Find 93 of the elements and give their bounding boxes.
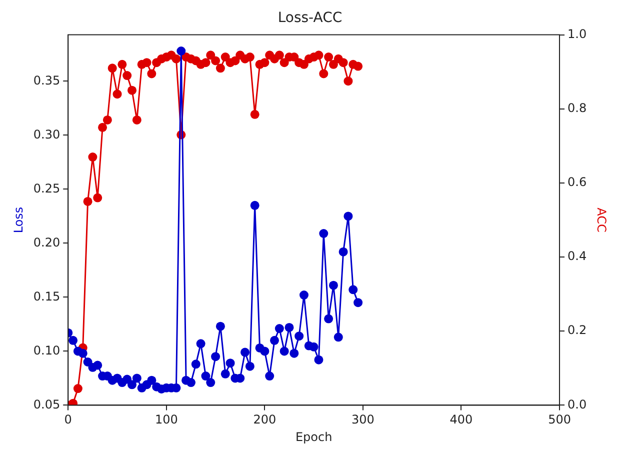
point — [245, 52, 254, 62]
point — [132, 374, 142, 383]
y2-tick-label: 0.2 — [568, 323, 587, 338]
point — [211, 56, 220, 66]
point — [118, 60, 127, 69]
point — [334, 332, 343, 342]
point — [344, 76, 353, 86]
point — [78, 348, 88, 358]
y2-tick-label: 0.6 — [568, 175, 587, 190]
point — [102, 115, 112, 124]
point — [324, 52, 334, 62]
x-tick-label: 400 — [450, 412, 473, 427]
point — [319, 69, 328, 78]
point — [201, 372, 210, 381]
point — [132, 115, 142, 124]
point — [147, 376, 156, 385]
point — [73, 384, 82, 394]
point — [93, 193, 102, 202]
point — [191, 360, 200, 369]
point — [299, 290, 308, 300]
y-tick-label: 0.35 — [33, 73, 60, 88]
x-tick-label: 300 — [352, 412, 374, 427]
point — [220, 52, 230, 62]
point — [226, 358, 235, 368]
point — [206, 378, 216, 388]
point — [314, 355, 324, 364]
point — [240, 348, 250, 357]
point — [108, 64, 117, 73]
point — [354, 298, 363, 308]
point — [250, 200, 260, 210]
x-tick-label: 200 — [253, 412, 276, 427]
point — [93, 360, 102, 370]
point — [354, 62, 363, 71]
x-tick-label: 100 — [154, 412, 178, 427]
y-tick-label: 0.10 — [33, 343, 60, 358]
point — [299, 60, 308, 69]
point — [122, 71, 132, 80]
point — [211, 352, 220, 362]
point — [83, 196, 92, 206]
point — [260, 58, 270, 68]
point — [216, 322, 225, 331]
y-tick-label: 0.20 — [33, 235, 60, 250]
point — [328, 60, 338, 69]
x-tick-label: 500 — [548, 412, 571, 427]
y-tick-label: 0.30 — [33, 127, 60, 142]
point — [314, 50, 324, 60]
y-tick-label: 0.15 — [33, 289, 60, 304]
point — [112, 90, 122, 99]
point — [344, 212, 353, 221]
y2-axis-title: ACC — [594, 208, 609, 232]
point — [147, 69, 156, 78]
y-axis-title: Loss — [11, 206, 26, 234]
point — [294, 332, 304, 341]
point — [290, 348, 299, 358]
point — [319, 229, 328, 238]
point — [338, 247, 348, 256]
point — [206, 50, 216, 60]
point — [196, 339, 206, 348]
point — [338, 58, 348, 68]
y2-tick-label: 1.0 — [568, 26, 587, 41]
point — [216, 64, 225, 73]
point — [68, 336, 78, 345]
point — [280, 346, 289, 356]
point — [98, 122, 108, 132]
point — [328, 280, 338, 290]
y-tick-label: 0.05 — [33, 397, 60, 412]
point — [250, 110, 260, 119]
point — [172, 54, 181, 64]
point — [88, 152, 98, 162]
point — [280, 58, 289, 68]
point — [260, 346, 270, 356]
point — [284, 322, 294, 332]
point — [274, 50, 284, 60]
point — [324, 314, 334, 324]
point — [176, 46, 186, 56]
y2-tick-label: 0.0 — [568, 397, 587, 412]
chart-title: Loss-ACC — [278, 10, 342, 26]
x-axis-title: Epoch — [295, 430, 332, 444]
point — [128, 380, 136, 390]
point — [186, 378, 196, 388]
point — [265, 372, 274, 381]
point — [270, 336, 280, 345]
point — [201, 58, 210, 68]
x-tick-label: 0 — [64, 412, 72, 427]
y-tick-label: 0.25 — [33, 181, 60, 196]
point — [142, 58, 152, 68]
point — [274, 324, 284, 334]
y2-tick-label: 0.8 — [568, 101, 587, 116]
point — [348, 285, 358, 294]
point — [128, 86, 136, 95]
y2-tick-label: 0.4 — [568, 249, 587, 264]
point — [220, 369, 230, 378]
point — [245, 362, 254, 371]
